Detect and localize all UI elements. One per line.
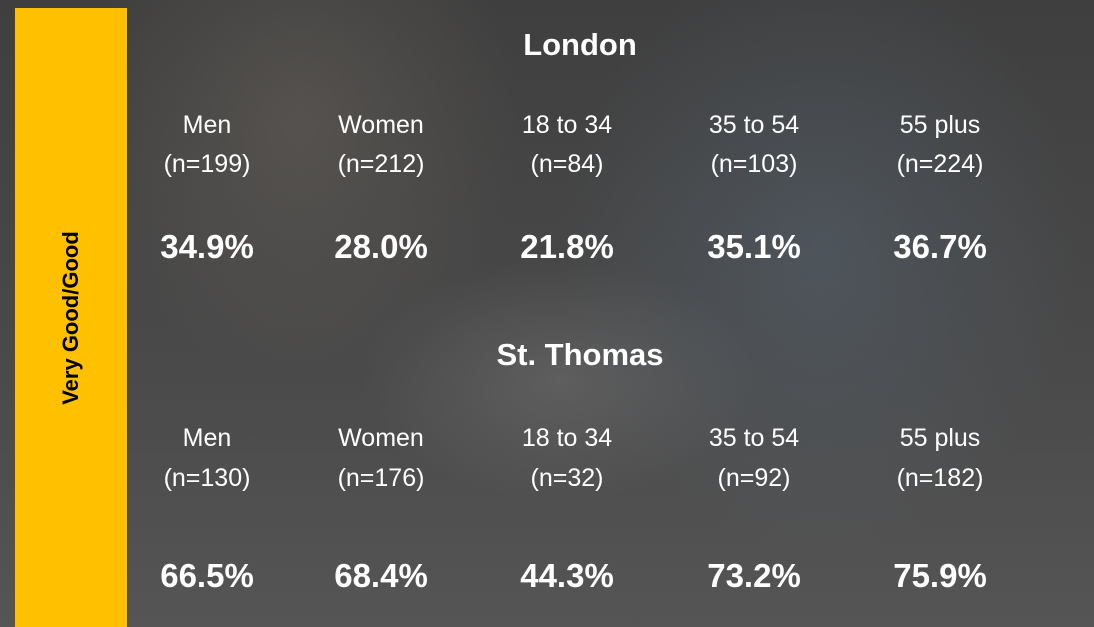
group-value: 44.3% (520, 557, 614, 594)
group-n: (n=130) (163, 464, 251, 492)
group-value: 36.7% (893, 228, 987, 265)
group-label: Men (182, 111, 232, 139)
group-value: 75.9% (893, 557, 987, 594)
group-value: 68.4% (334, 557, 428, 594)
group-n: (n=92) (717, 464, 791, 492)
group-label: 35 to 54 (708, 424, 800, 452)
group-n: (n=84) (530, 150, 604, 178)
group-n: (n=182) (896, 464, 984, 492)
side-label: Very Good/Good (58, 231, 83, 405)
group-value: 28.0% (334, 228, 428, 265)
group-value: 34.9% (160, 228, 254, 265)
group-value: 66.5% (160, 557, 254, 594)
group-n: (n=212) (337, 150, 425, 178)
group-n: (n=32) (530, 464, 604, 492)
side-bar (15, 8, 127, 627)
section-title: St. Thomas (496, 337, 664, 372)
group-n: (n=103) (710, 150, 798, 178)
group-value: 21.8% (520, 228, 614, 265)
group-label: Women (338, 111, 424, 139)
group-label: 55 plus (899, 424, 981, 452)
group-label: Women (338, 424, 424, 452)
group-label: 18 to 34 (521, 111, 613, 139)
group-label: 35 to 54 (708, 111, 800, 139)
group-label: Men (182, 424, 232, 452)
group-label: 18 to 34 (521, 424, 613, 452)
group-label: 55 plus (899, 111, 981, 139)
group-n: (n=199) (163, 150, 251, 178)
group-n: (n=224) (896, 150, 984, 178)
section-title: London (523, 27, 637, 62)
group-value: 35.1% (707, 228, 801, 265)
group-n: (n=176) (337, 464, 425, 492)
group-value: 73.2% (707, 557, 801, 594)
